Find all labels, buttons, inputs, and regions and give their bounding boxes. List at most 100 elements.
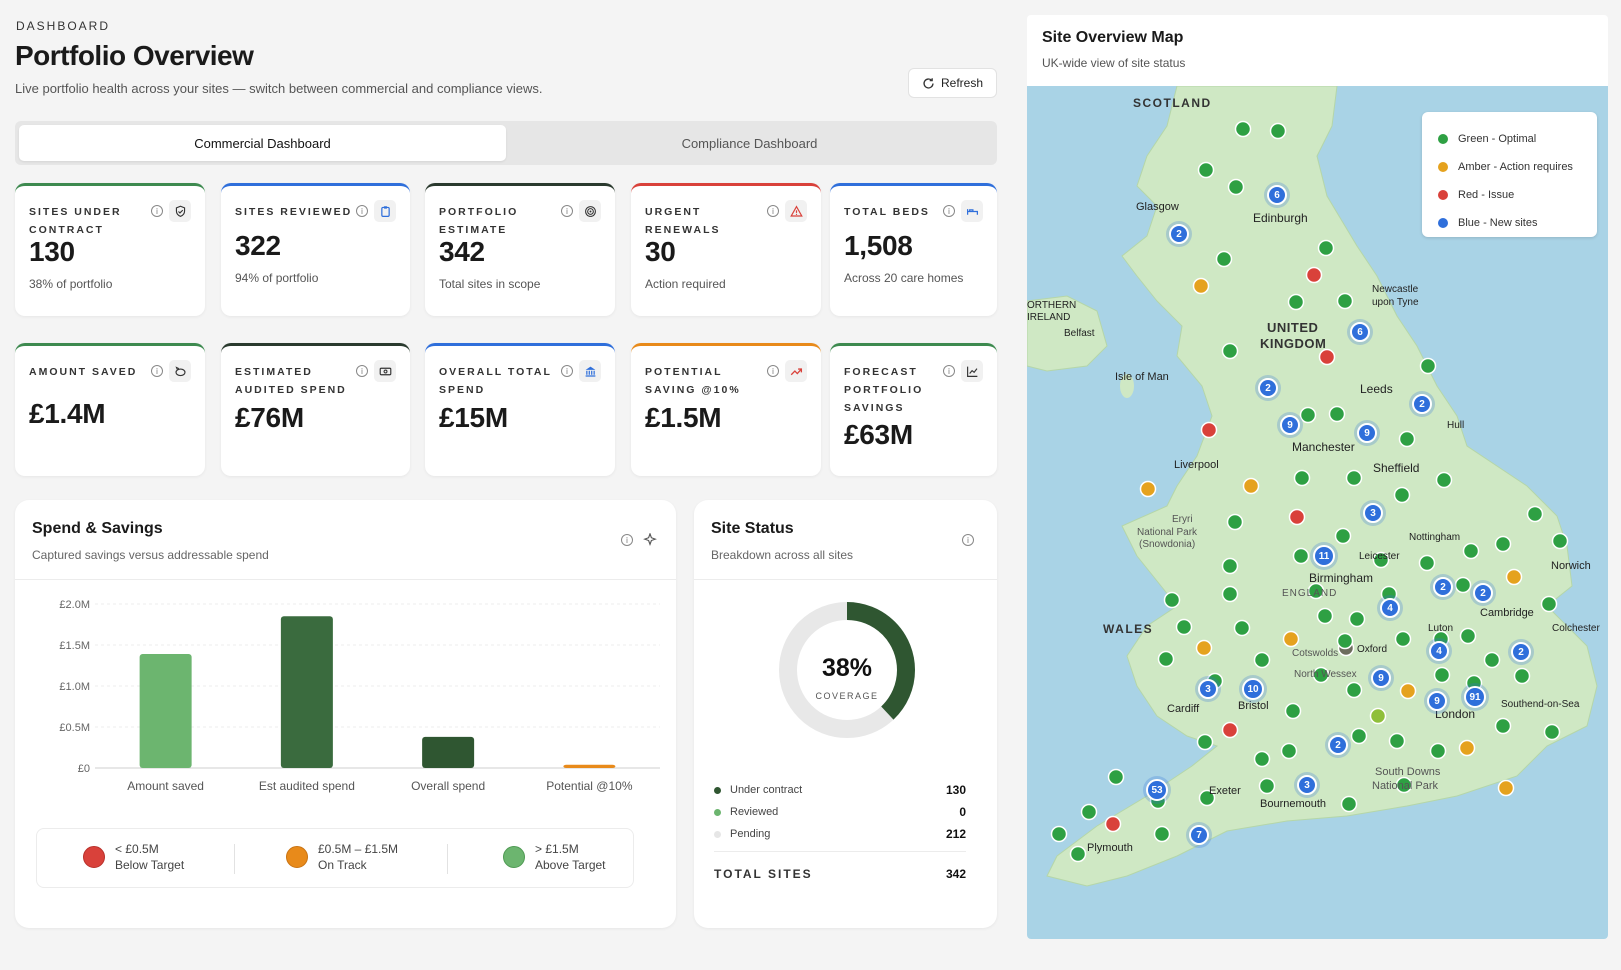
tab-commercial-dashboard[interactable]: Commercial Dashboard (19, 125, 506, 161)
map-cluster[interactable]: 3 (1198, 679, 1218, 699)
site-marker[interactable] (1282, 630, 1300, 648)
kpi-card[interactable]: ESTIMATED AUDITED SPEND i £76M (221, 343, 410, 476)
map-cluster[interactable]: 2 (1258, 378, 1278, 398)
site-marker[interactable] (1287, 293, 1305, 311)
site-marker[interactable] (1543, 723, 1561, 741)
map-cluster[interactable]: 9 (1357, 423, 1377, 443)
site-marker[interactable] (1317, 239, 1335, 257)
site-marker[interactable] (1253, 750, 1271, 768)
site-marker[interactable] (1399, 682, 1417, 700)
info-icon[interactable]: i (767, 205, 779, 217)
site-marker[interactable] (1242, 477, 1260, 495)
site-marker[interactable] (1494, 535, 1512, 553)
site-marker[interactable] (1419, 357, 1437, 375)
kpi-card[interactable]: PORTFOLIO ESTIMATE i 342 Total sites in scop… (425, 183, 615, 316)
site-marker[interactable] (1398, 430, 1416, 448)
bar-est-audited-spend[interactable] (280, 616, 333, 768)
info-icon[interactable]: i (621, 534, 633, 546)
site-marker[interactable] (1312, 666, 1330, 684)
map-cluster[interactable]: 4 (1429, 641, 1449, 661)
kpi-card[interactable]: TOTAL BEDS i 1,508 Across 20 care homes (830, 183, 997, 316)
site-marker[interactable] (1233, 619, 1251, 637)
site-marker[interactable] (1513, 667, 1531, 685)
site-marker[interactable] (1299, 406, 1317, 424)
site-marker[interactable] (1372, 551, 1390, 569)
site-marker[interactable] (1345, 469, 1363, 487)
map-cluster[interactable]: 7 (1189, 825, 1209, 845)
site-marker[interactable] (1316, 607, 1334, 625)
site-marker[interactable] (1234, 120, 1252, 138)
site-marker[interactable] (1163, 591, 1181, 609)
bar-overall-spend[interactable] (422, 736, 475, 768)
site-marker[interactable] (1196, 733, 1214, 751)
site-marker[interactable] (1462, 542, 1480, 560)
kpi-card[interactable]: FORECAST PORTFOLIO SAVINGS i £63M (830, 343, 997, 476)
info-icon[interactable]: i (561, 205, 573, 217)
site-marker[interactable] (1505, 568, 1523, 586)
site-marker[interactable] (1175, 618, 1193, 636)
site-marker[interactable] (1227, 178, 1245, 196)
site-marker[interactable] (1104, 815, 1122, 833)
sparkle-icon[interactable] (643, 533, 657, 547)
map-cluster[interactable]: 10 (1242, 678, 1264, 700)
map-cluster[interactable]: 3 (1363, 503, 1383, 523)
site-marker[interactable] (1369, 707, 1387, 725)
map-cluster[interactable]: 6 (1350, 322, 1370, 342)
site-marker[interactable] (1157, 650, 1175, 668)
site-marker[interactable] (1336, 292, 1354, 310)
site-marker[interactable] (1192, 277, 1210, 295)
site-marker[interactable] (1497, 779, 1515, 797)
site-marker[interactable] (1195, 639, 1213, 657)
site-marker[interactable] (1394, 630, 1412, 648)
site-marker[interactable] (1305, 266, 1323, 284)
map-cluster[interactable]: 3 (1297, 775, 1317, 795)
site-marker[interactable] (1221, 557, 1239, 575)
map-cluster[interactable]: 2 (1511, 642, 1531, 662)
site-marker[interactable] (1336, 632, 1354, 650)
site-marker[interactable] (1107, 768, 1125, 786)
kpi-card[interactable]: OVERALL TOTAL SPEND i £15M (425, 343, 615, 476)
site-marker[interactable] (1293, 469, 1311, 487)
site-marker[interactable] (1454, 576, 1472, 594)
info-icon[interactable]: i (151, 365, 163, 377)
site-marker[interactable] (1418, 554, 1436, 572)
site-marker[interactable] (1328, 405, 1346, 423)
bar-potential-10-[interactable] (563, 764, 616, 768)
map-cluster[interactable]: 4 (1380, 598, 1400, 618)
kpi-card[interactable]: SITES UNDER CONTRACT i 130 38% of portfolio (15, 183, 205, 316)
tab-compliance-dashboard[interactable]: Compliance Dashboard (681, 135, 818, 151)
site-marker[interactable] (1221, 342, 1239, 360)
site-marker[interactable] (1198, 789, 1216, 807)
info-icon[interactable]: i (151, 205, 163, 217)
map-cluster[interactable]: 9 (1280, 415, 1300, 435)
site-marker[interactable] (1340, 795, 1358, 813)
site-marker[interactable] (1345, 681, 1363, 699)
info-icon[interactable]: i (356, 205, 368, 217)
info-icon[interactable]: i (943, 205, 955, 217)
info-icon[interactable]: i (561, 365, 573, 377)
site-marker[interactable] (1200, 421, 1218, 439)
kpi-card[interactable]: SITES REVIEWED i 322 94% of portfolio (221, 183, 410, 316)
bar-amount-saved[interactable] (139, 654, 192, 768)
map-cluster[interactable]: 9 (1427, 691, 1447, 711)
site-marker[interactable] (1284, 702, 1302, 720)
refresh-button[interactable]: Refresh (908, 68, 997, 98)
site-marker[interactable] (1429, 742, 1447, 760)
map-cluster[interactable]: 6 (1267, 185, 1287, 205)
site-marker[interactable] (1292, 547, 1310, 565)
site-marker[interactable] (1153, 825, 1171, 843)
kpi-card[interactable]: URGENT RENEWALS i 30 Action required (631, 183, 821, 316)
kpi-card[interactable]: AMOUNT SAVED i £1.4M (15, 343, 205, 476)
site-marker[interactable] (1215, 250, 1233, 268)
info-icon[interactable]: i (356, 365, 368, 377)
site-marker[interactable] (1433, 666, 1451, 684)
info-icon[interactable]: i (962, 534, 974, 546)
site-marker[interactable] (1226, 513, 1244, 531)
info-icon[interactable]: i (943, 365, 955, 377)
site-marker[interactable] (1395, 776, 1413, 794)
site-marker[interactable] (1540, 595, 1558, 613)
site-marker[interactable] (1388, 732, 1406, 750)
map-cluster[interactable]: 2 (1473, 583, 1493, 603)
site-marker[interactable] (1221, 721, 1239, 739)
map-cluster[interactable]: 2 (1328, 735, 1348, 755)
